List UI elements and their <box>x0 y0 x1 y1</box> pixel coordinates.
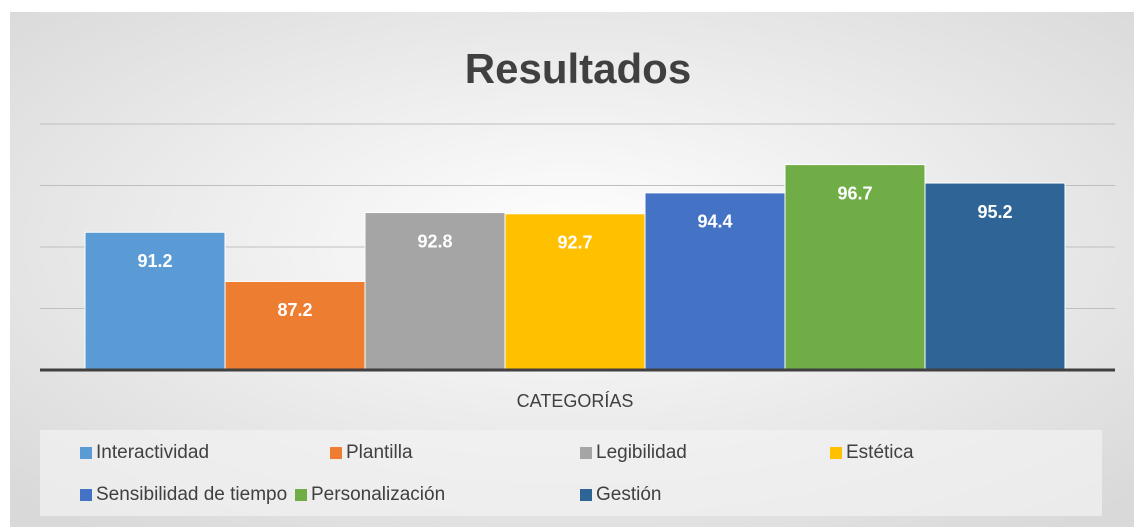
bar <box>504 213 646 371</box>
bar <box>84 231 226 371</box>
x-tick-label: CATEGORÍAS <box>517 391 634 411</box>
bar <box>784 164 926 371</box>
legend-label: Legibilidad <box>596 442 687 463</box>
data-label: 87.2 <box>277 300 312 320</box>
legend-label: Estética <box>846 442 914 463</box>
legend-swatch <box>80 489 92 501</box>
chart-title: Resultados <box>465 45 691 92</box>
legend-swatch <box>580 447 592 459</box>
data-label: 95.2 <box>977 202 1012 222</box>
legend-label: Plantilla <box>346 442 413 463</box>
legend-label: Personalización <box>311 484 445 505</box>
legend-label: Interactividad <box>96 442 209 463</box>
legend-box <box>40 430 1102 516</box>
data-label: 91.2 <box>137 251 172 271</box>
bar <box>644 192 786 371</box>
legend-swatch <box>330 447 342 459</box>
legend-label: Sensibilidad de tiempo <box>96 484 287 505</box>
bar <box>224 280 366 371</box>
legend-label: Gestión <box>596 484 661 505</box>
legend-swatch <box>295 489 307 501</box>
legend-swatch <box>80 447 92 459</box>
data-label: 92.8 <box>417 231 452 251</box>
data-label: 96.7 <box>837 183 872 203</box>
bar <box>924 182 1066 371</box>
legend-swatch <box>580 489 592 501</box>
data-label: 94.4 <box>697 212 732 232</box>
bar <box>364 212 506 371</box>
legend-swatch <box>830 447 842 459</box>
data-label: 92.7 <box>557 233 592 253</box>
